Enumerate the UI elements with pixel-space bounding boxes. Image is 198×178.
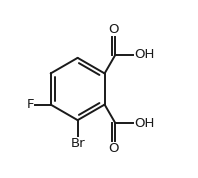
Text: O: O [108, 23, 119, 36]
Text: Br: Br [70, 137, 85, 150]
Text: O: O [108, 142, 119, 155]
Text: OH: OH [134, 48, 154, 61]
Text: F: F [26, 98, 34, 111]
Text: OH: OH [134, 117, 154, 130]
